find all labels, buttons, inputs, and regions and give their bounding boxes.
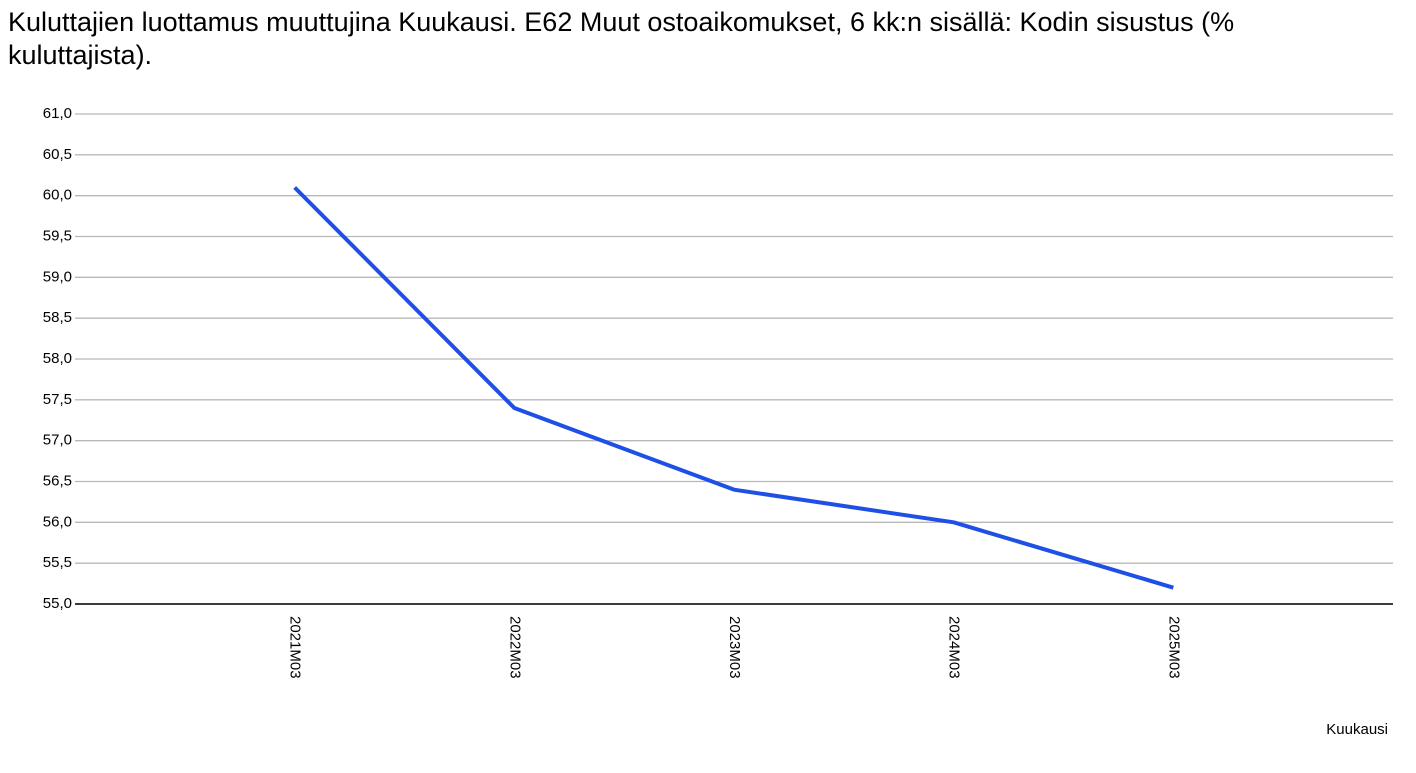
y-tick-label: 60,5 (43, 146, 72, 163)
x-axis-label: Kuukausi (1326, 721, 1388, 738)
x-tick-label: 2023M03 (726, 616, 743, 679)
x-tick-label: 2024M03 (946, 616, 963, 679)
x-tick-label: 2022M03 (506, 616, 523, 679)
y-tick-label: 57,5 (43, 391, 72, 408)
line (293, 186, 1174, 590)
y-tick-label: 55,0 (43, 595, 72, 612)
x-tick-label: 2021M03 (287, 616, 304, 679)
y-tick-label: 61,0 (43, 105, 72, 122)
y-tick-label: 56,5 (43, 472, 72, 489)
y-tick-label: 55,5 (43, 554, 72, 571)
y-tick-label: 56,0 (43, 513, 72, 530)
y-tick-label: 57,0 (43, 432, 72, 449)
y-tick-label: 58,5 (43, 309, 72, 326)
chart-title: Kuluttajien luottamus muuttujina Kuukaus… (8, 7, 1235, 70)
x-tick-label: 2025M03 (1165, 616, 1182, 679)
y-tick-label: 58,0 (43, 350, 72, 367)
y-tick-label: 60,0 (43, 187, 72, 204)
y-tick-label: 59,0 (43, 268, 72, 285)
y-tick-label: 59,5 (43, 227, 72, 244)
